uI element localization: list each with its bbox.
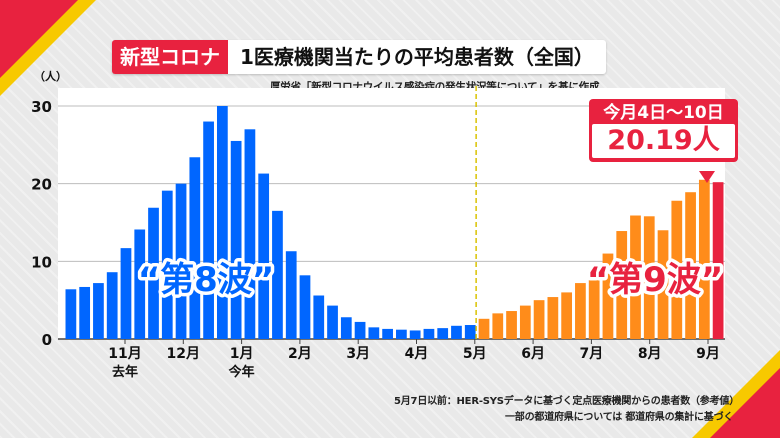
footnote-1: 5月7日以前：HER-SYSデータに基づく定点医療機関からの患者数（参考値） <box>394 396 740 407</box>
bar <box>685 192 696 339</box>
bar <box>340 317 352 339</box>
x-tick-label: 11月 <box>108 346 141 362</box>
x-tick-label: 5月 <box>463 346 487 362</box>
bar <box>120 248 132 339</box>
wave8-label-outline: “第8波” <box>138 260 274 300</box>
year-label: 去年 <box>112 364 138 380</box>
bar <box>189 157 201 339</box>
bar <box>657 230 669 339</box>
bar <box>602 253 614 339</box>
y-tick-label: 0 <box>42 331 52 349</box>
bar <box>161 190 173 339</box>
footnote-2: 一部の都道府県については 都道府県の集計に基づく <box>505 412 734 423</box>
y-axis-unit: （人） <box>34 69 67 83</box>
x-tick-label: 8月 <box>638 346 662 362</box>
bar <box>299 275 311 339</box>
bar <box>93 283 104 339</box>
x-tick-label: 4月 <box>405 346 429 362</box>
y-tick-label: 30 <box>31 98 52 116</box>
bar <box>588 268 600 339</box>
bar <box>382 328 393 339</box>
callout-value: 20.19人 <box>592 124 735 158</box>
wave9-label: “第9波” <box>587 260 723 300</box>
latest-value-callout: 今月4日～10日 20.19人 <box>589 99 738 162</box>
x-tick-label: 9月 <box>696 346 720 362</box>
bar <box>671 200 683 339</box>
x-tick-label: 7月 <box>580 346 604 362</box>
callout-date: 今月4日～10日 <box>603 103 724 123</box>
bar <box>423 328 435 339</box>
title-bar: 新型コロナ 1医療機関当たりの平均患者数（全国） <box>112 40 606 74</box>
bar <box>575 283 586 339</box>
wave8-label: “第8波” <box>138 260 274 300</box>
y-tick-label: 20 <box>31 176 52 194</box>
bar <box>519 305 531 339</box>
bar <box>313 295 325 339</box>
bar <box>79 286 91 339</box>
bar <box>134 229 146 339</box>
bar <box>244 129 256 339</box>
bar <box>396 329 407 339</box>
bar <box>272 210 283 339</box>
x-tick-label: 6月 <box>521 346 545 362</box>
bar <box>327 305 338 339</box>
bar <box>148 207 159 339</box>
bar <box>451 325 462 339</box>
corner-decoration-red-bottom <box>710 368 780 438</box>
bar <box>492 313 504 339</box>
bar <box>616 231 628 339</box>
wave9-label-outline: “第9波” <box>587 260 723 300</box>
bar <box>285 251 297 339</box>
bar <box>643 216 655 339</box>
bar <box>175 183 187 339</box>
chart-title: 1医療機関当たりの平均患者数（全国） <box>240 45 594 69</box>
bar <box>478 318 490 339</box>
bar <box>368 327 380 339</box>
x-tick-label: 2月 <box>288 346 312 362</box>
bar <box>216 106 228 339</box>
bar <box>203 121 214 340</box>
y-tick-label: 10 <box>31 253 52 271</box>
bar <box>464 325 476 339</box>
callout-pointer <box>699 171 715 183</box>
bar <box>409 330 421 339</box>
title-tag: 新型コロナ <box>112 40 228 74</box>
bar <box>561 292 573 339</box>
x-tick-label: 12月 <box>167 346 200 362</box>
bar <box>65 289 77 339</box>
bar <box>547 297 559 339</box>
bar <box>106 272 118 339</box>
bar <box>533 300 545 339</box>
bar <box>698 179 710 339</box>
bar <box>437 328 449 339</box>
bar <box>354 321 366 339</box>
bar <box>230 140 242 339</box>
bar <box>258 173 270 339</box>
bar <box>712 182 724 339</box>
bar <box>506 311 517 339</box>
corner-decoration-red <box>0 0 78 78</box>
x-tick-label: 3月 <box>346 346 370 362</box>
bar <box>630 215 641 339</box>
year-label: 今年 <box>228 364 255 380</box>
x-tick-label: 1月 <box>230 346 254 362</box>
